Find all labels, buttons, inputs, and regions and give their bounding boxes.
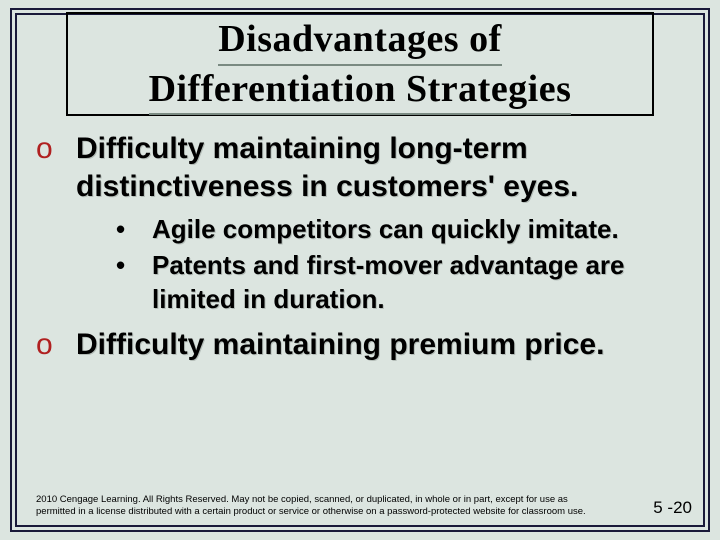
title-line1: Disadvantages of	[218, 16, 502, 66]
sub-text-1: Agile competitors can quickly imitate.	[152, 213, 619, 247]
bullet-o-icon: o	[36, 326, 58, 364]
bullet-dot-icon: •	[116, 249, 130, 283]
bullet-dot-icon: •	[116, 213, 130, 247]
main-text-1: Difficulty maintaining long-term distinc…	[76, 130, 696, 205]
page-number: 5 -20	[653, 498, 692, 518]
main-bullet-1: o Difficulty maintaining long-term disti…	[36, 130, 696, 205]
copyright-footer: 2010 Cengage Learning. All Rights Reserv…	[36, 494, 596, 518]
bullet-o-icon: o	[36, 130, 58, 168]
slide-title: Disadvantages of Differentiation Strateg…	[68, 16, 652, 115]
title-line2: Differentiation Strategies	[149, 66, 572, 116]
sub-bullet-1: • Agile competitors can quickly imitate.	[116, 213, 696, 247]
sub-list-1: • Agile competitors can quickly imitate.…	[116, 213, 696, 316]
main-text-2: Difficulty maintaining premium price.	[76, 326, 604, 364]
sub-bullet-2: • Patents and first-mover advantage are …	[116, 249, 696, 317]
title-box: Disadvantages of Differentiation Strateg…	[66, 12, 654, 116]
main-bullet-2: o Difficulty maintaining premium price.	[36, 326, 696, 364]
sub-text-2: Patents and first-mover advantage are li…	[152, 249, 696, 317]
content-area: o Difficulty maintaining long-term disti…	[36, 130, 696, 372]
